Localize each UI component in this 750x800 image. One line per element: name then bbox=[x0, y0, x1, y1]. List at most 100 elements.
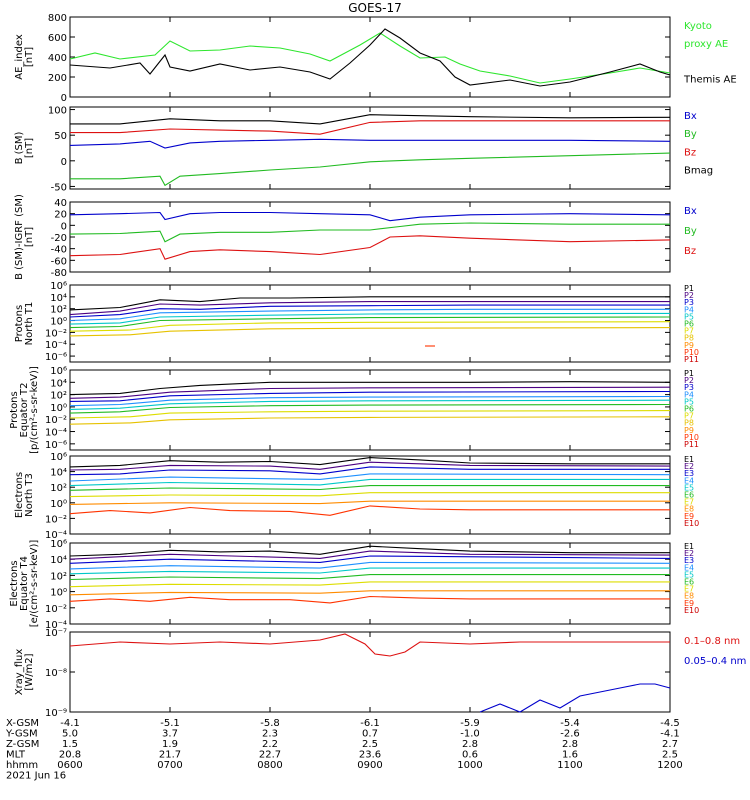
ephemeris-value: 21.7 bbox=[159, 750, 181, 761]
series-line-3 bbox=[69, 466, 670, 476]
y-axis-label: [e/(cm²-s-sr-keV)] bbox=[29, 540, 40, 628]
legend-label: E2 bbox=[684, 462, 694, 471]
series-line-5 bbox=[69, 478, 670, 487]
y-tick-label: 10⁰ bbox=[50, 403, 67, 414]
y-tick-label: 100 bbox=[48, 106, 67, 117]
y-tick-label: -40 bbox=[51, 245, 67, 256]
ephemeris-value: -5.9 bbox=[460, 718, 480, 729]
series-line-8 bbox=[69, 500, 670, 505]
ephemeris-value: 0900 bbox=[357, 760, 382, 771]
y-axis-label: [nT] bbox=[24, 227, 35, 247]
legend-label: By bbox=[684, 129, 697, 140]
legend-label: E8 bbox=[684, 592, 694, 601]
ephemeris-row-label: Z-GSM bbox=[6, 739, 39, 750]
series-line-2 bbox=[69, 461, 671, 471]
panel-7: 10⁶ 10⁴ 10² 10⁰ 10⁻² 10⁻⁴ Electrons Equator T4[… bbox=[9, 539, 699, 631]
y-tick-label: 0 bbox=[61, 157, 67, 168]
y-axis-label: Protons bbox=[9, 391, 20, 428]
y-tick-label: 600 bbox=[48, 33, 67, 44]
y-tick-label: 10⁻² bbox=[45, 328, 67, 339]
ephemeris-value: 2.5 bbox=[662, 750, 678, 761]
series-line-6 bbox=[69, 485, 670, 491]
legend-label: P10 bbox=[684, 433, 699, 442]
legend-label: P11 bbox=[684, 440, 699, 449]
legend-label: P7 bbox=[684, 412, 694, 421]
series-line-3 bbox=[69, 304, 670, 318]
ephemeris-value: 2.7 bbox=[662, 739, 678, 750]
legend-label: P8 bbox=[684, 334, 694, 343]
ephemeris-value: -4.5 bbox=[660, 718, 680, 729]
legend-label: Kyoto bbox=[684, 21, 712, 32]
legend-label: E10 bbox=[684, 519, 699, 528]
series-line-4 bbox=[69, 473, 671, 482]
ephemeris-value: 0.7 bbox=[362, 729, 378, 740]
y-axis-label: Xray_flux bbox=[14, 649, 25, 696]
legend-label: E6 bbox=[684, 578, 694, 587]
legend-label: P4 bbox=[684, 305, 694, 314]
legend-label: E5 bbox=[684, 483, 694, 492]
legend-label: P1 bbox=[684, 369, 694, 378]
y-tick-label: -80 bbox=[51, 268, 67, 279]
legend-label: Bmag bbox=[684, 166, 713, 177]
y-tick-label: 10⁴ bbox=[50, 293, 67, 304]
y-tick-label: -20 bbox=[51, 233, 67, 244]
legend-label: E8 bbox=[684, 505, 694, 514]
ephemeris-value: 0800 bbox=[257, 760, 282, 771]
y-tick-label: 10⁴ bbox=[50, 468, 67, 479]
series-line-1 bbox=[69, 545, 670, 557]
legend-label: Bx bbox=[684, 111, 697, 122]
ephemeris-value: 0600 bbox=[57, 760, 82, 771]
legend-label: E1 bbox=[684, 542, 694, 551]
y-axis-label: North T3 bbox=[24, 473, 35, 517]
y-tick-label: 200 bbox=[48, 73, 67, 84]
series-line-3 bbox=[69, 138, 671, 149]
ephemeris-value: 3.7 bbox=[162, 729, 178, 740]
panel-2: 100 50 0 -50 B (SM) [nT] Bx By Bz Bmag bbox=[14, 106, 713, 194]
ephemeris-value: 0.6 bbox=[462, 750, 478, 761]
y-tick-label: 40 bbox=[54, 198, 67, 209]
ephemeris-value: -4.1 bbox=[60, 718, 80, 729]
panel-8: 10⁻⁷ 10⁻⁸ 10⁻⁹ Xray_flux [W/m2] 0.1–0.8 nm 0.0… bbox=[14, 628, 746, 719]
y-tick-label: 10⁻⁴ bbox=[45, 340, 67, 351]
y-tick-label: 50 bbox=[54, 131, 67, 142]
series-line-1 bbox=[69, 32, 671, 84]
legend-label: P8 bbox=[684, 419, 694, 428]
y-axis-label: Equator T4 bbox=[19, 556, 30, 611]
ephemeris-value: -4.1 bbox=[660, 729, 680, 740]
y-axis-label: [nT] bbox=[24, 47, 35, 67]
y-tick-label: 10⁻² bbox=[45, 514, 67, 525]
ephemeris-row-label: X-GSM bbox=[6, 718, 39, 729]
legend-label: E1 bbox=[684, 455, 694, 464]
y-tick-label: 0 bbox=[61, 221, 67, 232]
legend-label: 0.05–0.4 nm bbox=[684, 656, 746, 667]
legend-label: P7 bbox=[684, 327, 694, 336]
legend-label: 0.1–0.8 nm bbox=[684, 636, 740, 647]
legend-label: E5 bbox=[684, 570, 694, 579]
legend-label: Bx bbox=[684, 206, 697, 217]
series-line-1 bbox=[69, 457, 670, 468]
ephemeris-value: 0700 bbox=[157, 760, 182, 771]
legend-label: E6 bbox=[684, 491, 694, 500]
ephemeris-value: -5.8 bbox=[260, 718, 280, 729]
y-tick-label: 10² bbox=[50, 571, 67, 582]
legend-label: Bz bbox=[684, 147, 696, 158]
series-line-4 bbox=[69, 561, 671, 570]
series-line-6 bbox=[69, 574, 670, 581]
y-tick-label: 10⁶ bbox=[50, 539, 67, 550]
legend-label: E3 bbox=[684, 556, 694, 565]
ephemeris-value: -2.6 bbox=[560, 729, 580, 740]
y-axis-label: Electrons bbox=[9, 560, 20, 606]
y-axis-label: Protons bbox=[14, 305, 25, 342]
ephemeris-value: 2.2 bbox=[262, 739, 278, 750]
y-tick-label: 10⁻⁸ bbox=[45, 668, 67, 679]
legend-label: P4 bbox=[684, 390, 694, 399]
series-line-8 bbox=[69, 327, 671, 337]
series-line-8 bbox=[69, 590, 670, 596]
series-line-2 bbox=[479, 683, 671, 713]
y-axis-label: B (SM) bbox=[14, 131, 25, 164]
y-tick-label: 10⁻⁹ bbox=[45, 708, 67, 719]
ephemeris-value: 1100 bbox=[557, 760, 582, 771]
